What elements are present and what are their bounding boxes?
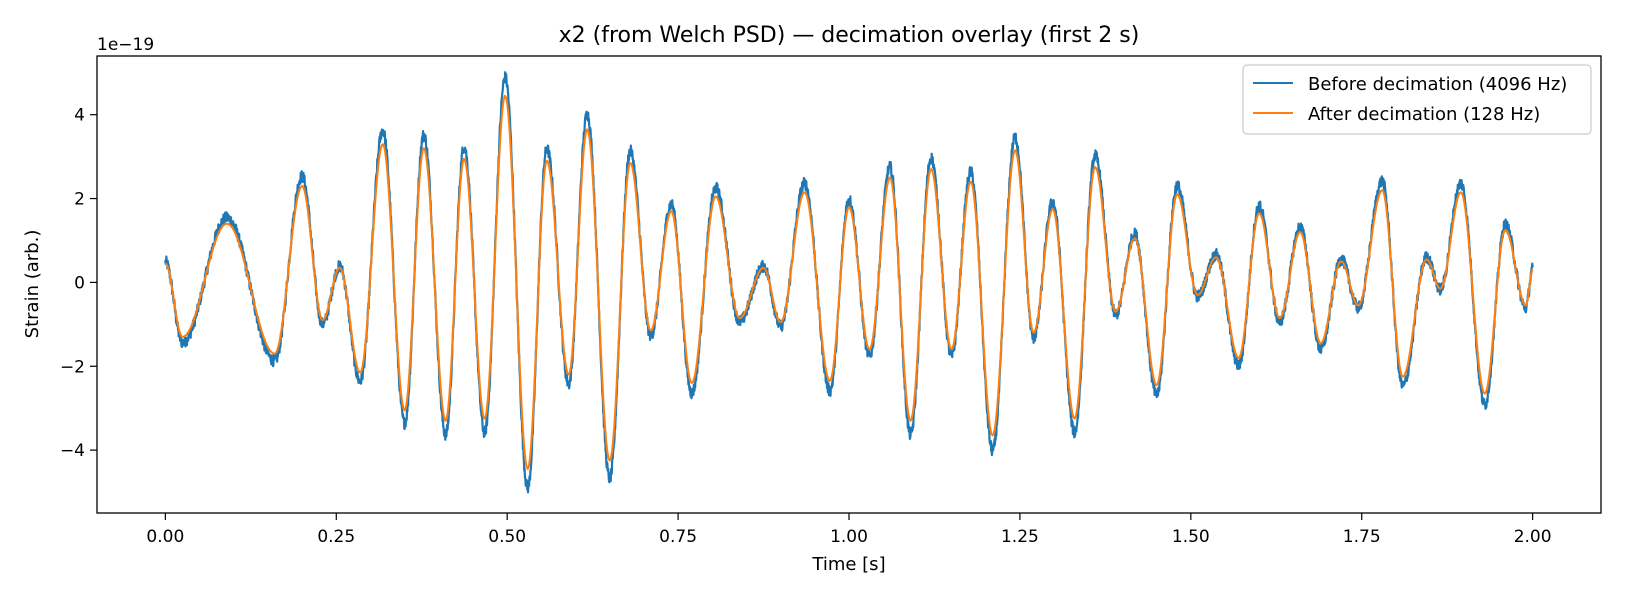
y-axis: −4 −2 0 2 4: [60, 106, 97, 461]
legend: Before decimation (4096 Hz) After decima…: [1242, 64, 1592, 135]
x-tick-label: 1.00: [830, 527, 868, 547]
y-tick-label: 2: [74, 190, 85, 210]
plot-frame: [96, 55, 1602, 514]
x-tick-label: 0.50: [488, 527, 526, 547]
legend-label-before: Before decimation (4096 Hz): [1308, 74, 1567, 95]
x-tick-label: 1.25: [1001, 527, 1039, 547]
x-tick-label: 1.50: [1172, 527, 1210, 547]
y-axis-label: Strain (arb.): [22, 230, 43, 339]
x-axis-label: Time [s]: [811, 554, 885, 575]
plot-area: [164, 71, 1534, 494]
x-tick-label: 0.25: [317, 527, 355, 547]
x-tick-label: 2.00: [1514, 527, 1552, 547]
y-tick-label: −4: [60, 441, 85, 461]
y-tick-label: 4: [74, 106, 85, 126]
legend-label-after: After decimation (128 Hz): [1308, 104, 1540, 125]
x-tick-label: 0.00: [146, 527, 184, 547]
x-tick-label: 1.75: [1343, 527, 1381, 547]
legend-box: [1242, 64, 1592, 135]
y-tick-label: −2: [60, 357, 85, 377]
y-offset-text: 1e−19: [97, 35, 154, 55]
y-tick-label: 0: [74, 273, 85, 293]
x-axis: 0.00 0.25 0.50 0.75 1.00 1.25 1.50 1.75 2.00: [146, 513, 1552, 547]
chart-title: x2 (from Welch PSD) — decimation overlay…: [559, 23, 1140, 48]
series-line-after-decimation: [164, 94, 1534, 470]
x-tick-label: 0.75: [659, 527, 697, 547]
